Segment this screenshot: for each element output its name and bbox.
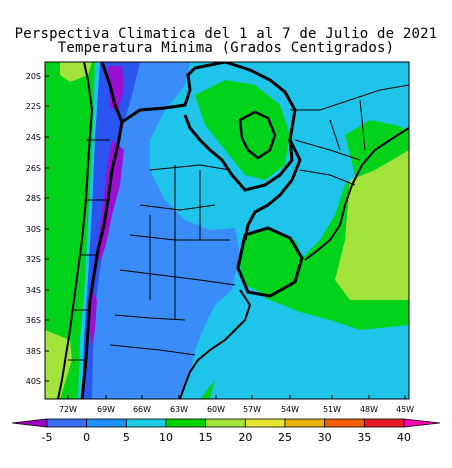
- colorbar-high-end: [403, 418, 441, 428]
- lon-label: 63W: [170, 405, 188, 414]
- map-frame: [44, 61, 410, 400]
- lat-label: 38S: [26, 347, 41, 356]
- colorbar: -5 0 5 10 15 20 25 30 35 40: [11, 418, 441, 444]
- colorbar-label: 0: [83, 431, 90, 444]
- lat-label: 40S: [26, 377, 41, 386]
- colorbar-label: 35: [357, 431, 371, 444]
- colorbar-bin: [125, 418, 167, 428]
- colorbar-low-end: [11, 418, 48, 428]
- field-atlantic-cyan: [210, 290, 409, 399]
- argentina-brazil-border: [243, 139, 302, 241]
- lat-label: 28S: [26, 194, 41, 203]
- lat-label: 26S: [26, 164, 41, 173]
- brazil-coastline: [304, 127, 409, 261]
- colorbar-label: 5: [123, 431, 130, 444]
- lon-label: 51W: [323, 405, 341, 414]
- colorbar-label: 25: [278, 431, 292, 444]
- colorbar-label: 20: [238, 431, 252, 444]
- field-se-lime: [350, 265, 409, 285]
- field-land-blue: [82, 62, 240, 399]
- field-nw-lime: [60, 62, 92, 82]
- colorbar-label: 30: [318, 431, 332, 444]
- lat-label: 22S: [26, 102, 41, 111]
- lat-label: 24S: [26, 133, 41, 142]
- colorbar-bin: [284, 418, 326, 428]
- lat-label: 30S: [26, 225, 41, 234]
- colorbar-bin: [205, 418, 246, 428]
- chile-region-lines: [68, 139, 110, 361]
- lon-label: 69W: [97, 405, 115, 414]
- chile-coastline: [57, 62, 94, 399]
- colorbar-bin: [165, 418, 207, 428]
- colorbar-label: 15: [199, 431, 213, 444]
- lon-label: 60W: [207, 405, 225, 414]
- argentina-coastline: [179, 289, 252, 399]
- temperature-field: [45, 62, 409, 399]
- field-paraguay-green: [195, 80, 290, 180]
- andes-border: [80, 62, 124, 399]
- colorbar-bin: [363, 418, 405, 428]
- colorbar-bin: [324, 418, 365, 428]
- field-plata-cyan: [225, 300, 260, 330]
- colorbar-label: -5: [42, 431, 53, 444]
- field-land-darkblue: [82, 62, 140, 399]
- map-title: Perspectiva Climatica del 1 al 7 de Juli…: [14, 26, 438, 42]
- lat-label: 20S: [26, 72, 41, 81]
- colorbar-bin: [244, 418, 286, 428]
- lat-label: 36S: [26, 316, 41, 325]
- brazil-state-lines: [290, 84, 409, 186]
- latitude-axis: 20S 22S 24S 26S 28S 30S 32S 34S 36S 38S 40S: [26, 72, 49, 386]
- argentina-province-lines: [109, 164, 236, 356]
- colorbar-label: 40: [397, 431, 411, 444]
- lon-label: 57W: [243, 405, 261, 414]
- uruguay-border: [236, 226, 304, 298]
- lon-label: 66W: [133, 405, 151, 414]
- paraguay-border: [238, 110, 277, 160]
- lat-label: 34S: [26, 286, 41, 295]
- longitude-axis: 72W 69W 66W 63W 60W 57W 54W 51W 48W 45W: [59, 395, 414, 414]
- country-borders: [57, 62, 409, 399]
- lon-label: 54W: [281, 405, 299, 414]
- field-sw-lime: [45, 330, 72, 399]
- field-atlantic-lime: [335, 150, 409, 300]
- lon-label: 45W: [396, 405, 414, 414]
- lat-label: 32S: [26, 255, 41, 264]
- colorbar-bin: [46, 418, 88, 428]
- map-subtitle: Temperatura Minima (Grados Centigrados): [57, 40, 395, 56]
- lon-label: 72W: [59, 405, 77, 414]
- lon-label: 48W: [360, 405, 378, 414]
- colorbar-label: 10: [159, 431, 173, 444]
- colorbar-bin: [86, 418, 127, 428]
- field-uruguay-green: [238, 228, 305, 296]
